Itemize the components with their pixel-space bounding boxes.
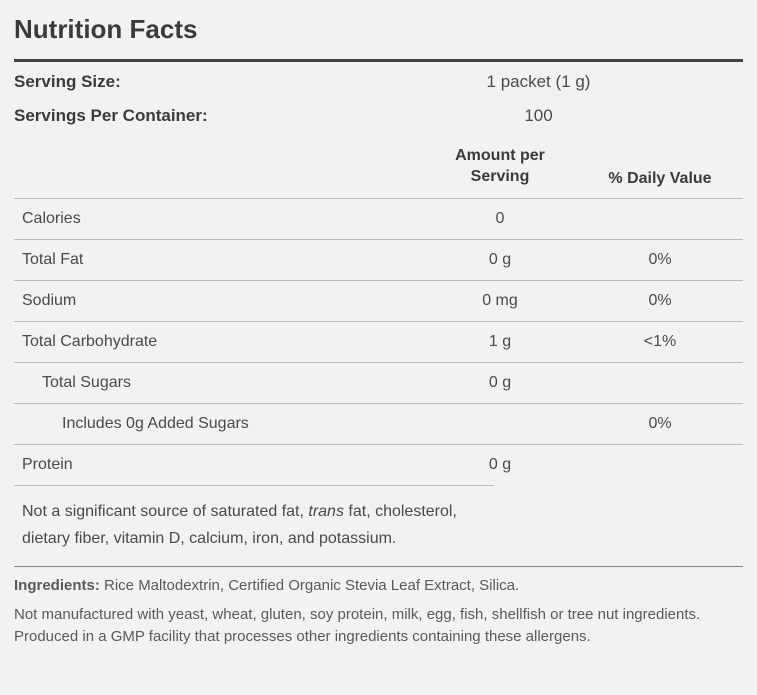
servings-per-container-row: Servings Per Container: 100 — [14, 106, 743, 126]
bottom-rule — [14, 566, 743, 567]
nutrient-table: Calories0Total Fat0 g0%Sodium0 mg0%Total… — [14, 198, 743, 485]
nutrient-amount: 0 mg — [415, 292, 585, 310]
nutrient-row: Includes 0g Added Sugars 0% — [14, 403, 743, 444]
nutrient-dv: 0% — [585, 292, 735, 310]
nutrient-name: Protein — [22, 456, 415, 474]
daily-value-header: % Daily Value — [585, 170, 735, 188]
nutrient-row: Sodium0 mg0% — [14, 280, 743, 321]
nutrient-name: Total Fat — [22, 251, 415, 269]
nutrient-row: Total Carbohydrate1 g<1% — [14, 321, 743, 362]
column-headers: Amount perServing % Daily Value — [14, 140, 743, 198]
servings-per-container-value: 100 — [334, 106, 743, 126]
nutrient-amount: 0 — [415, 210, 585, 228]
not-significant-note: Not a significant source of saturated fa… — [14, 485, 494, 566]
allergen-statement: Not manufactured with yeast, wheat, glut… — [14, 604, 743, 649]
nutrient-dv: 0% — [585, 415, 735, 433]
nutrient-row: Calories0 — [14, 198, 743, 239]
serving-size-row: Serving Size: 1 packet (1 g) — [14, 72, 743, 92]
nutrient-row: Total Fat0 g0% — [14, 239, 743, 280]
nutrient-name: Sodium — [22, 292, 415, 310]
ingredients-label: Ingredients: — [14, 577, 104, 594]
nutrient-dv: <1% — [585, 333, 735, 351]
nutrient-amount: 0 g — [415, 251, 585, 269]
nutrient-name: Calories — [22, 210, 415, 228]
nutrient-amount: 1 g — [415, 333, 585, 351]
ingredients-text: Rice Maltodextrin, Certified Organic Ste… — [104, 577, 519, 594]
amount-per-serving-header: Amount perServing — [415, 146, 585, 188]
serving-size-label: Serving Size: — [14, 72, 334, 92]
nutrition-facts-title: Nutrition Facts — [14, 14, 743, 45]
nutrient-row: Protein0 g — [14, 444, 743, 485]
nutrient-row: Total Sugars0 g — [14, 362, 743, 403]
top-rule — [14, 59, 743, 62]
servings-per-container-label: Servings Per Container: — [14, 106, 334, 126]
serving-size-value: 1 packet (1 g) — [334, 72, 743, 92]
nutrient-amount: 0 g — [415, 456, 585, 474]
nutrient-name: Includes 0g Added Sugars — [22, 415, 415, 433]
nutrient-name: Total Sugars — [22, 374, 415, 392]
ingredients-line: Ingredients: Rice Maltodextrin, Certifie… — [14, 577, 743, 594]
nutrient-dv: 0% — [585, 251, 735, 269]
nutrient-name: Total Carbohydrate — [22, 333, 415, 351]
nutrient-amount: 0 g — [415, 374, 585, 392]
